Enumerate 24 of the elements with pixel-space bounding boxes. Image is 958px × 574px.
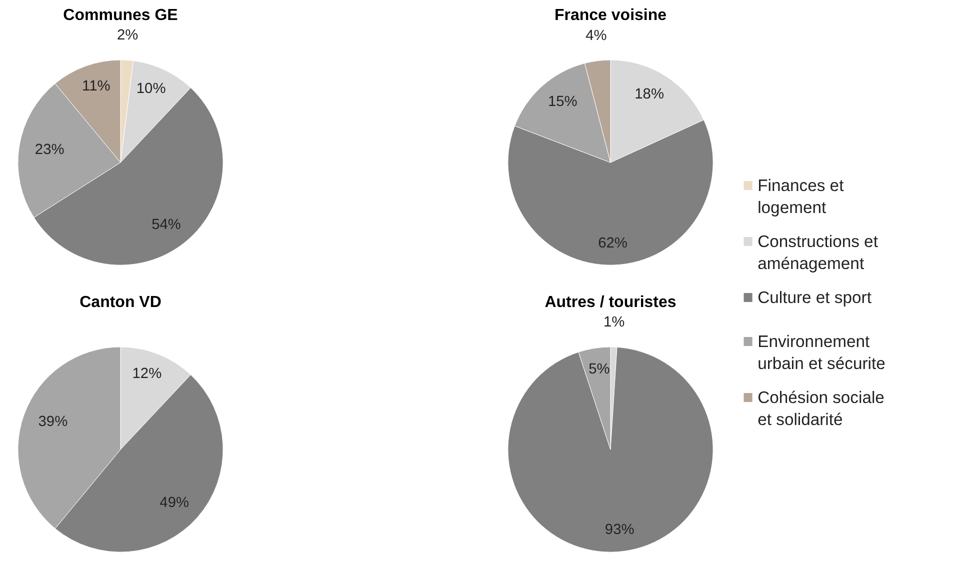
data-label: 11% xyxy=(82,78,110,94)
data-label: 2% xyxy=(116,27,138,44)
data-label: 5% xyxy=(588,362,610,378)
legend-label: Culture et sport xyxy=(758,288,872,307)
data-label: 4% xyxy=(586,28,607,44)
legend-label: Cohésion sociale et solidarité xyxy=(758,388,884,429)
chart-title: Canton VD xyxy=(80,294,162,312)
chart-title: Autres / touristes xyxy=(544,294,676,312)
data-label: 23% xyxy=(34,142,64,158)
data-label: 10% xyxy=(136,81,166,98)
data-label: 12% xyxy=(132,366,162,382)
data-label: 49% xyxy=(160,495,190,512)
legend-label: Constructions et aménagement xyxy=(758,232,878,273)
data-label: 39% xyxy=(38,414,68,430)
chart-title: France voisine xyxy=(554,7,667,24)
data-label: 93% xyxy=(604,522,634,538)
data-label: 1% xyxy=(603,314,625,330)
data-label: 62% xyxy=(598,235,628,252)
legend-label: Finances et logement xyxy=(758,176,844,217)
data-label: 18% xyxy=(634,86,664,102)
chart-title: Communes GE xyxy=(63,7,178,24)
data-label: 15% xyxy=(548,94,578,110)
legend-label: Environnement urbain et sécurite xyxy=(758,332,886,373)
data-label: 54% xyxy=(152,216,181,233)
